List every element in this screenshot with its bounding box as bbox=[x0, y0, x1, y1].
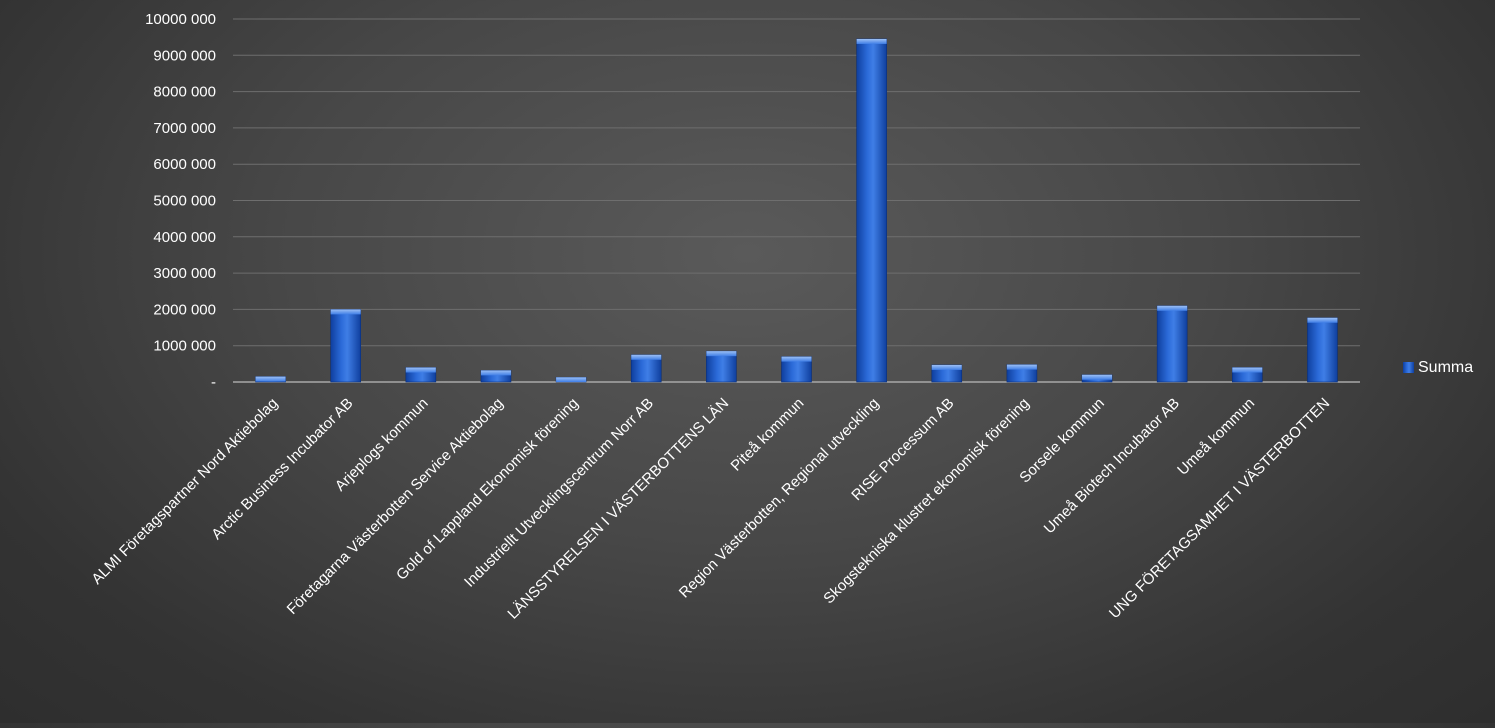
y-tick-label: 5000 000 bbox=[153, 193, 216, 210]
y-tick-label: 8000 000 bbox=[153, 84, 216, 101]
bar-cap bbox=[1157, 305, 1188, 311]
x-tick-label: Arctic Business Incubator AB bbox=[208, 395, 356, 543]
legend: Summa bbox=[1403, 359, 1473, 376]
y-tick-label: 3000 000 bbox=[153, 265, 216, 282]
bar-cap bbox=[931, 364, 962, 370]
bar-cap bbox=[1082, 374, 1113, 380]
bar bbox=[706, 350, 737, 383]
bar-cap bbox=[255, 376, 286, 382]
x-tick-label: Umeå Biotech Incubator AB bbox=[1041, 395, 1183, 537]
y-tick-label: 9000 000 bbox=[153, 47, 216, 64]
bar bbox=[1307, 317, 1338, 383]
x-tick-label: Umeå kommun bbox=[1174, 395, 1258, 479]
grid-layer bbox=[233, 18, 1360, 383]
bars bbox=[255, 38, 1338, 383]
bar-cap bbox=[330, 309, 361, 315]
legend-label: Summa bbox=[1418, 359, 1473, 376]
legend-swatch bbox=[1403, 362, 1414, 373]
bar-cap bbox=[781, 356, 812, 362]
bar bbox=[1156, 305, 1188, 383]
bar-cap bbox=[856, 38, 887, 44]
y-tick-label: 7000 000 bbox=[153, 120, 216, 137]
y-tick-label: - bbox=[211, 374, 216, 391]
bar-cap bbox=[480, 370, 511, 376]
y-tick-label: 10000 000 bbox=[145, 11, 216, 28]
bar bbox=[856, 38, 887, 383]
x-axis-ticks: ALMI Företagspartner Nord AktiebolagArct… bbox=[88, 394, 1333, 622]
y-tick-label: 1000 000 bbox=[153, 338, 216, 355]
y-axis-ticks: - 1000 000 2000 000 3000 000 4000 000 5000 00… bbox=[145, 11, 216, 391]
bar bbox=[330, 309, 362, 383]
y-tick-label: 6000 000 bbox=[153, 156, 216, 173]
y-tick-label: 2000 000 bbox=[153, 301, 216, 318]
bar-cap bbox=[1232, 367, 1263, 373]
x-tick-label: Piteå kommun bbox=[728, 395, 808, 475]
bar-cap bbox=[706, 351, 737, 357]
bar-cap bbox=[556, 377, 587, 382]
bar-cap bbox=[631, 354, 662, 360]
bar-cap bbox=[405, 367, 436, 373]
y-tick-label: 4000 000 bbox=[153, 229, 216, 246]
bar-cap bbox=[1006, 364, 1037, 370]
bar-cap bbox=[1307, 317, 1338, 323]
